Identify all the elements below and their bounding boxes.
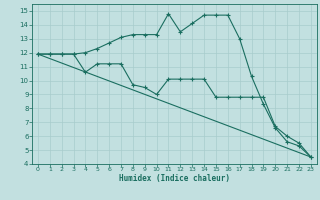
X-axis label: Humidex (Indice chaleur): Humidex (Indice chaleur) — [119, 174, 230, 183]
